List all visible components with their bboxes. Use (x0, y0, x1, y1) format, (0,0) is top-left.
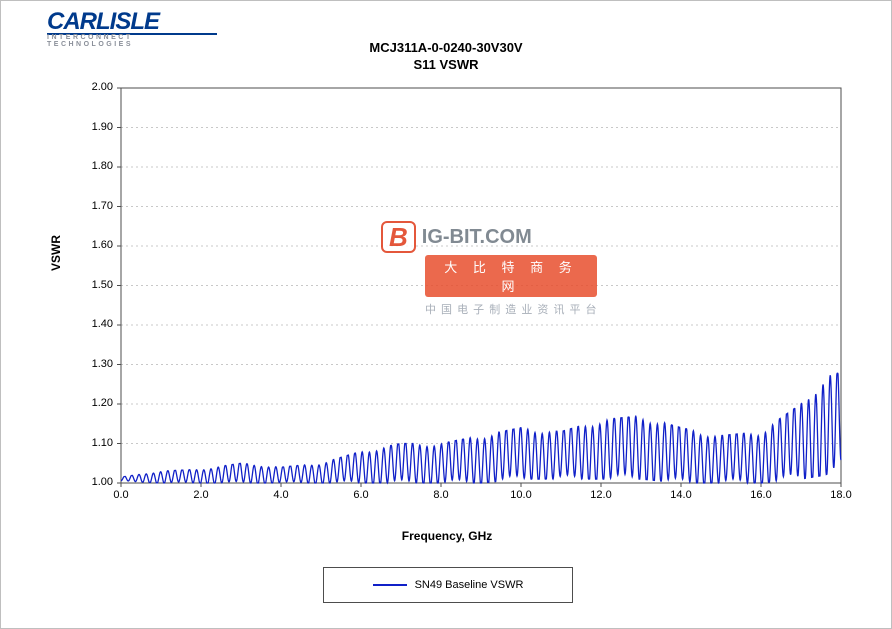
y-tick-label: 1.30 (73, 358, 113, 370)
y-tick-label: 1.50 (73, 279, 113, 291)
x-tick-label: 8.0 (421, 489, 461, 501)
chart-title-line1: MCJ311A-0-0240-30V30V (1, 39, 891, 56)
legend-label: SN49 Baseline VSWR (415, 579, 524, 591)
y-tick-label: 1.40 (73, 318, 113, 330)
x-tick-label: 6.0 (341, 489, 381, 501)
x-tick-label: 2.0 (181, 489, 221, 501)
chart-area (81, 83, 851, 503)
x-tick-label: 16.0 (741, 489, 781, 501)
x-tick-label: 18.0 (821, 489, 861, 501)
x-tick-label: 0.0 (101, 489, 141, 501)
page: CARLISLE INTERCONNECT TECHNOLOGIES MCJ31… (0, 0, 892, 629)
x-tick-label: 14.0 (661, 489, 701, 501)
x-axis-label: Frequency, GHz (1, 529, 892, 543)
y-tick-label: 2.00 (73, 81, 113, 93)
chart-title-block: MCJ311A-0-0240-30V30V S11 VSWR (1, 39, 891, 73)
logo-brand-text: CARLISLE (47, 11, 217, 33)
x-tick-label: 4.0 (261, 489, 301, 501)
legend-swatch (373, 584, 407, 586)
y-tick-label: 1.90 (73, 121, 113, 133)
y-tick-label: 1.00 (73, 476, 113, 488)
x-tick-label: 12.0 (581, 489, 621, 501)
y-tick-label: 1.20 (73, 397, 113, 409)
chart-title-line2: S11 VSWR (1, 56, 891, 73)
y-tick-label: 1.60 (73, 239, 113, 251)
y-tick-label: 1.70 (73, 200, 113, 212)
y-axis-label: VSWR (49, 235, 63, 271)
x-tick-label: 10.0 (501, 489, 541, 501)
y-tick-label: 1.80 (73, 160, 113, 172)
legend: SN49 Baseline VSWR (323, 567, 573, 603)
y-tick-label: 1.10 (73, 437, 113, 449)
chart-svg (81, 83, 851, 503)
